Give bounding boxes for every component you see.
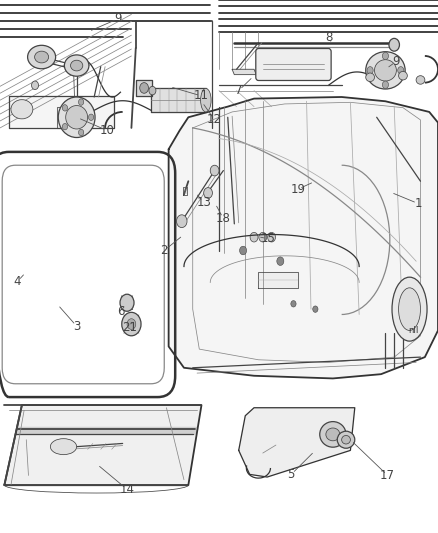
Ellipse shape (250, 232, 258, 242)
Polygon shape (15, 427, 197, 434)
Text: 1: 1 (414, 197, 422, 210)
Text: 7: 7 (235, 84, 243, 97)
Text: 14: 14 (120, 483, 134, 496)
Ellipse shape (268, 232, 276, 242)
Polygon shape (151, 88, 206, 112)
FancyBboxPatch shape (256, 49, 331, 80)
Ellipse shape (320, 422, 346, 447)
Ellipse shape (66, 106, 88, 129)
Ellipse shape (71, 60, 83, 71)
Text: 19: 19 (290, 183, 305, 196)
Ellipse shape (78, 99, 84, 105)
Ellipse shape (367, 67, 373, 74)
Ellipse shape (277, 257, 284, 265)
Ellipse shape (399, 288, 420, 330)
Text: 12: 12 (207, 114, 222, 126)
Ellipse shape (342, 435, 350, 444)
Text: 6: 6 (117, 305, 124, 318)
Ellipse shape (62, 104, 67, 111)
Ellipse shape (204, 188, 212, 198)
Polygon shape (9, 96, 114, 128)
Ellipse shape (374, 60, 396, 81)
Ellipse shape (149, 86, 156, 95)
Ellipse shape (122, 312, 141, 336)
Text: 3: 3 (73, 320, 80, 333)
Text: 9: 9 (392, 55, 400, 68)
Text: nII: nII (409, 326, 419, 335)
Ellipse shape (120, 294, 134, 311)
Ellipse shape (366, 73, 374, 82)
Text: 21: 21 (122, 321, 137, 334)
Ellipse shape (392, 277, 427, 341)
Polygon shape (258, 272, 298, 288)
Ellipse shape (11, 100, 33, 119)
Ellipse shape (62, 124, 67, 130)
Ellipse shape (382, 52, 389, 60)
Ellipse shape (291, 301, 296, 307)
Polygon shape (169, 97, 438, 378)
Text: 8: 8 (325, 31, 332, 44)
Ellipse shape (78, 130, 84, 136)
Ellipse shape (399, 71, 407, 80)
Text: 15: 15 (261, 232, 276, 245)
Ellipse shape (64, 55, 89, 76)
Polygon shape (136, 80, 152, 96)
Text: 13: 13 (196, 196, 211, 209)
Polygon shape (57, 107, 70, 128)
Text: 5: 5 (288, 468, 295, 481)
Ellipse shape (177, 215, 187, 228)
Ellipse shape (382, 81, 389, 88)
Ellipse shape (389, 38, 399, 51)
Ellipse shape (240, 246, 247, 255)
Ellipse shape (337, 431, 355, 448)
Ellipse shape (50, 439, 77, 455)
Polygon shape (183, 187, 187, 195)
Ellipse shape (35, 51, 49, 63)
Text: 9: 9 (114, 12, 122, 25)
Ellipse shape (88, 114, 94, 120)
Ellipse shape (398, 67, 404, 74)
Polygon shape (239, 408, 355, 477)
Text: 4: 4 (14, 275, 21, 288)
Ellipse shape (366, 52, 405, 89)
Ellipse shape (28, 45, 56, 69)
Polygon shape (232, 69, 256, 75)
Ellipse shape (201, 88, 211, 112)
Ellipse shape (210, 165, 219, 176)
Polygon shape (4, 405, 201, 485)
Text: 17: 17 (380, 469, 395, 482)
Text: 18: 18 (216, 212, 231, 225)
Ellipse shape (32, 81, 39, 90)
Ellipse shape (127, 319, 136, 329)
Ellipse shape (259, 232, 267, 242)
Ellipse shape (58, 97, 95, 138)
Text: 10: 10 (100, 124, 115, 137)
Text: 11: 11 (194, 90, 209, 102)
Ellipse shape (313, 306, 318, 312)
Ellipse shape (326, 428, 340, 441)
Text: 2: 2 (160, 244, 168, 257)
Ellipse shape (140, 83, 148, 93)
Ellipse shape (416, 76, 425, 84)
